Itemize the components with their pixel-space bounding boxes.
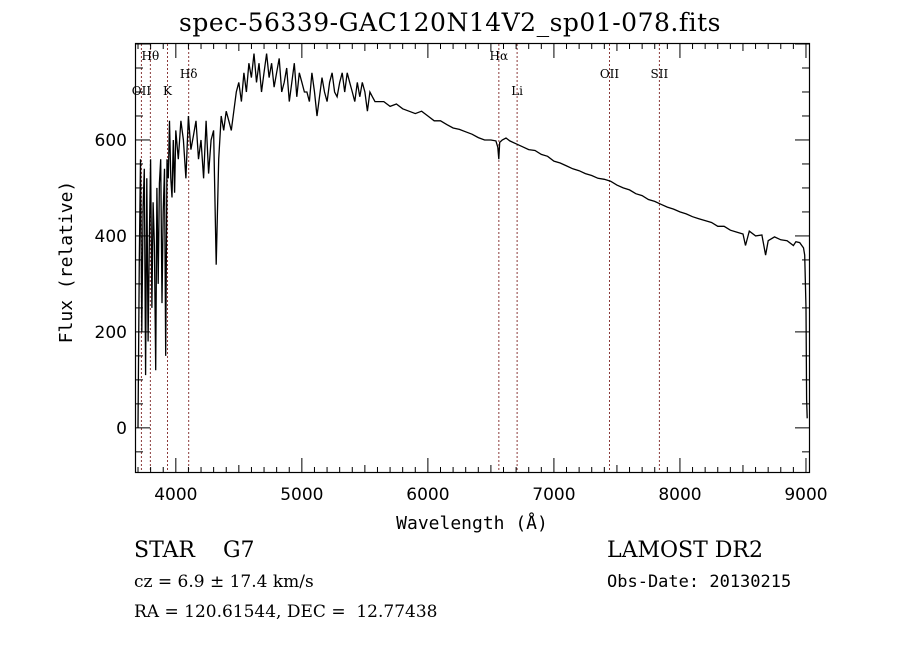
spectral-line-label: K bbox=[163, 84, 173, 98]
y-tick-label: 400 bbox=[95, 227, 127, 247]
spectral-line-label: OII bbox=[132, 84, 152, 98]
spectral-line-label: Hα bbox=[490, 49, 509, 63]
observation-date: Obs-Date: 20130215 bbox=[607, 572, 792, 592]
x-tick-label: 9000 bbox=[784, 485, 827, 505]
spectral-line-label: OII bbox=[600, 67, 620, 81]
redshift-velocity: cz = 6.9 ± 17.4 km/s bbox=[134, 572, 314, 592]
spectral-line-labels: Hθ OII K Hδ Hα Li OII SII bbox=[132, 49, 669, 98]
x-tick-label: 6000 bbox=[406, 485, 449, 505]
object-class: STAR G7 bbox=[134, 538, 255, 563]
y-axis-title: Flux (relative) bbox=[56, 181, 77, 344]
ra-dec-coordinates: RA = 120.61544, DEC = 12.77438 bbox=[134, 602, 438, 622]
y-axis: 0 200 400 600 bbox=[95, 43, 809, 453]
y-tick-label: 600 bbox=[95, 131, 127, 151]
plot-frame bbox=[134, 42, 811, 474]
chart-title: spec-56339-GAC120N14V2_sp01-078.fits bbox=[179, 8, 721, 37]
spectral-line-label: Li bbox=[511, 84, 523, 98]
x-tick-label: 4000 bbox=[154, 485, 197, 505]
spectral-line-markers bbox=[140, 44, 660, 472]
spectral-line-label: Hθ bbox=[142, 49, 160, 63]
x-tick-label: 8000 bbox=[658, 485, 701, 505]
x-axis-title: Wavelength (Å) bbox=[396, 512, 548, 534]
y-tick-label: 0 bbox=[116, 419, 127, 439]
x-axis: 4000 5000 6000 7000 8000 9000 bbox=[137, 44, 828, 505]
spectral-line-label: SII bbox=[651, 67, 669, 81]
spectrum-line bbox=[137, 53, 808, 428]
y-tick-label: 200 bbox=[95, 323, 127, 343]
x-tick-label: 5000 bbox=[280, 485, 323, 505]
spectral-line-label: Hδ bbox=[180, 67, 198, 81]
survey-name: LAMOST DR2 bbox=[607, 538, 763, 563]
x-tick-label: 7000 bbox=[532, 485, 575, 505]
